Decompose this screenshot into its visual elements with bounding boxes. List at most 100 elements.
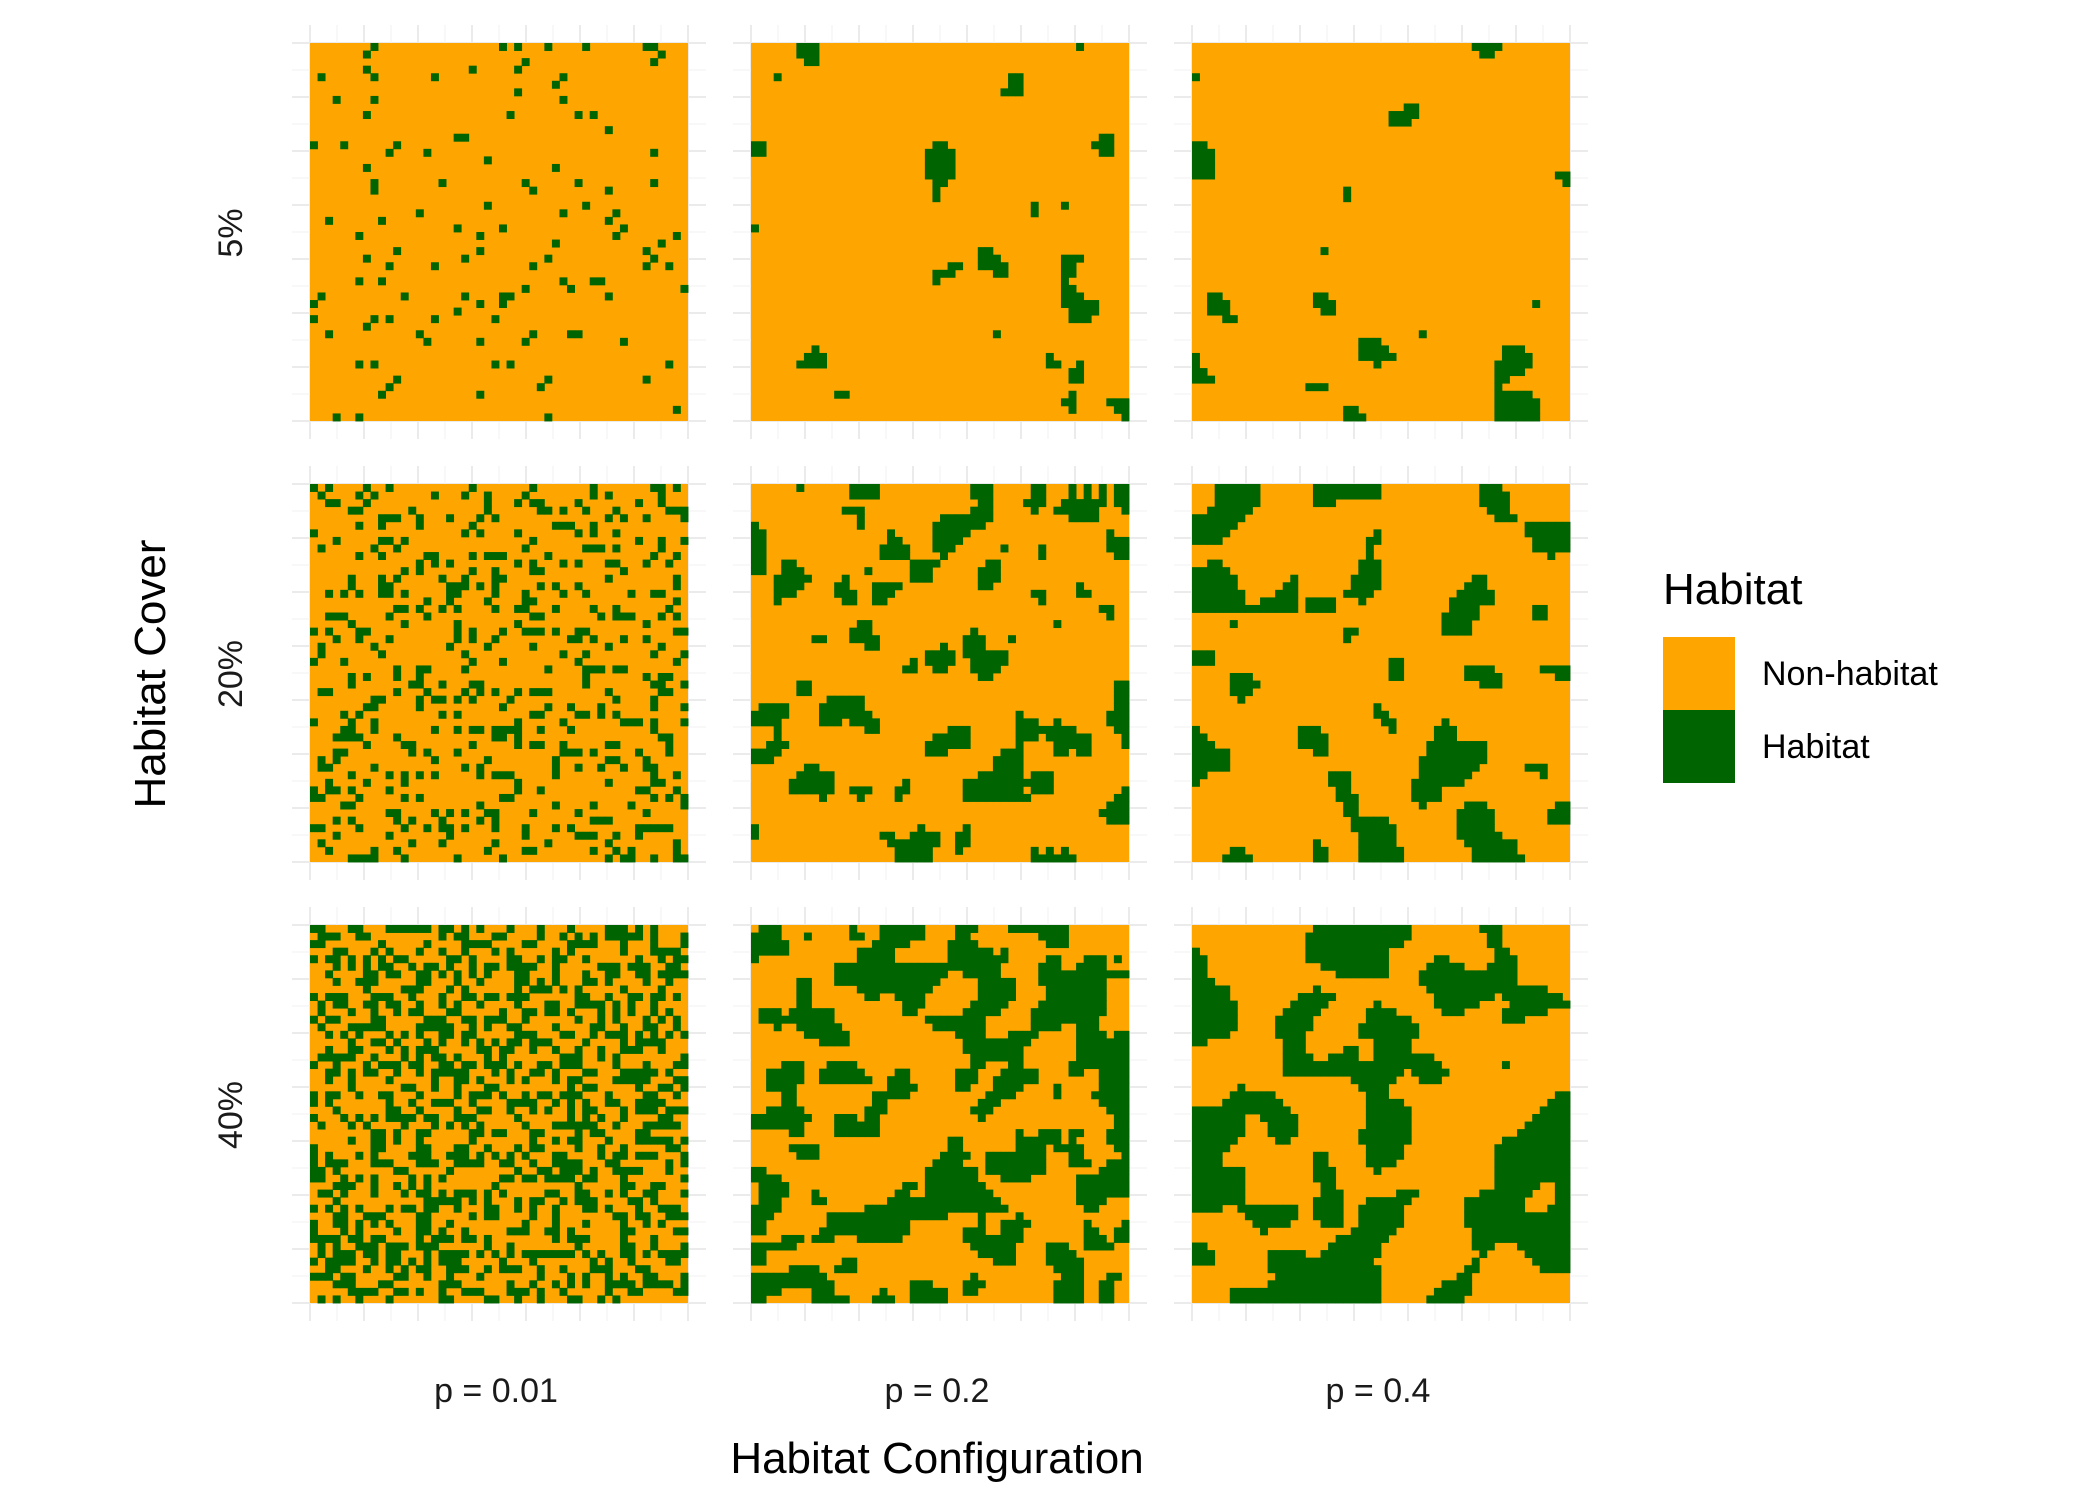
habitat-cell xyxy=(751,824,759,832)
habitat-cell xyxy=(1373,353,1381,361)
habitat-cell xyxy=(680,1212,688,1220)
habitat-cell xyxy=(1290,582,1298,590)
habitat-cell xyxy=(804,764,812,772)
habitat-cell xyxy=(1502,1174,1510,1182)
habitat-cell xyxy=(804,353,812,361)
habitat-cell xyxy=(537,1069,545,1077)
habitat-cell xyxy=(318,544,326,552)
habitat-cell xyxy=(1046,993,1054,1001)
habitat-cell xyxy=(552,1046,560,1054)
habitat-cell xyxy=(1562,809,1570,817)
habitat-cell xyxy=(834,391,842,399)
habitat-cell xyxy=(1298,1031,1306,1039)
habitat-cell xyxy=(978,514,986,522)
habitat-cell xyxy=(318,1054,326,1062)
habitat-cell xyxy=(804,1152,812,1160)
habitat-cell xyxy=(789,1008,797,1016)
habitat-cell xyxy=(590,749,598,757)
habitat-cell xyxy=(1084,1220,1092,1228)
habitat-cell xyxy=(827,1212,835,1220)
habitat-cell xyxy=(605,292,613,300)
habitat-cell xyxy=(910,1001,918,1009)
habitat-cell xyxy=(1114,1099,1122,1107)
habitat-cell xyxy=(680,703,688,711)
habitat-cell xyxy=(1373,824,1381,832)
habitat-cell xyxy=(454,1265,462,1273)
habitat-cell xyxy=(1389,1122,1397,1130)
habitat-cell xyxy=(1555,817,1563,825)
habitat-cell xyxy=(628,1280,636,1288)
habitat-cell xyxy=(476,232,484,240)
habitat-cell xyxy=(446,1069,454,1077)
habitat-cell xyxy=(1230,499,1238,507)
habitat-cell xyxy=(948,262,956,270)
habitat-cell xyxy=(1192,567,1200,575)
habitat-cell xyxy=(461,985,469,993)
habitat-cell xyxy=(446,963,454,971)
habitat-cell xyxy=(552,164,560,172)
habitat-cell xyxy=(887,985,895,993)
habitat-cell xyxy=(970,1167,978,1175)
habitat-cell xyxy=(1222,1197,1230,1205)
habitat-cell xyxy=(1305,597,1313,605)
habitat-cell xyxy=(932,522,940,530)
habitat-cell xyxy=(575,1076,583,1084)
habitat-cell xyxy=(895,552,903,560)
habitat-cell xyxy=(1091,978,1099,986)
habitat-cell xyxy=(917,560,925,568)
habitat-cell xyxy=(1351,794,1359,802)
habitat-cell xyxy=(1321,749,1329,757)
habitat-cell xyxy=(1008,1227,1016,1235)
habitat-cell xyxy=(491,963,499,971)
habitat-cell xyxy=(902,1182,910,1190)
habitat-cell xyxy=(1396,847,1404,855)
habitat-cell xyxy=(665,361,673,369)
habitat-cell xyxy=(507,993,515,1001)
habitat-cell xyxy=(804,771,812,779)
habitat-cell xyxy=(751,1295,759,1303)
habitat-cell xyxy=(978,970,986,978)
habitat-cell xyxy=(1260,1114,1268,1122)
habitat-cell xyxy=(612,209,620,217)
habitat-cell xyxy=(348,1258,356,1266)
habitat-cell xyxy=(499,628,507,636)
habitat-cell xyxy=(1510,1016,1518,1024)
habitat-cell xyxy=(1016,1167,1024,1175)
habitat-cell xyxy=(378,940,386,948)
habitat-cell xyxy=(1283,1046,1291,1054)
habitat-cell xyxy=(476,764,484,772)
habitat-cell xyxy=(1252,1106,1260,1114)
habitat-cell xyxy=(849,1265,857,1273)
habitat-cell xyxy=(635,933,643,941)
habitat-cell xyxy=(1487,832,1495,840)
habitat-cell xyxy=(811,1265,819,1273)
habitat-cell xyxy=(575,993,583,1001)
habitat-cell xyxy=(811,1190,819,1198)
habitat-cell xyxy=(1237,1084,1245,1092)
habitat-cell xyxy=(1487,665,1495,673)
habitat-cell xyxy=(454,1069,462,1077)
habitat-cell xyxy=(948,733,956,741)
habitat-cell xyxy=(1525,1182,1533,1190)
habitat-cell xyxy=(522,1288,530,1296)
habitat-cell xyxy=(864,1122,872,1130)
habitat-cell xyxy=(1532,1167,1540,1175)
habitat-cell xyxy=(925,1212,933,1220)
habitat-cell xyxy=(559,1250,567,1258)
habitat-cell xyxy=(431,1099,439,1107)
habitat-cell xyxy=(857,1212,865,1220)
habitat-cell xyxy=(1525,413,1533,421)
habitat-cell xyxy=(1200,741,1208,749)
habitat-cell xyxy=(963,1205,971,1213)
habitat-cell xyxy=(439,1069,447,1077)
habitat-cell xyxy=(355,552,363,560)
habitat-cell xyxy=(1472,839,1480,847)
habitat-cell xyxy=(567,925,575,933)
habitat-cell xyxy=(1487,597,1495,605)
habitat-cell xyxy=(439,1190,447,1198)
habitat-cell xyxy=(1000,1258,1008,1266)
habitat-cell xyxy=(811,764,819,772)
habitat-cell xyxy=(1321,925,1329,933)
habitat-cell xyxy=(416,1265,424,1273)
habitat-cell xyxy=(567,635,575,643)
